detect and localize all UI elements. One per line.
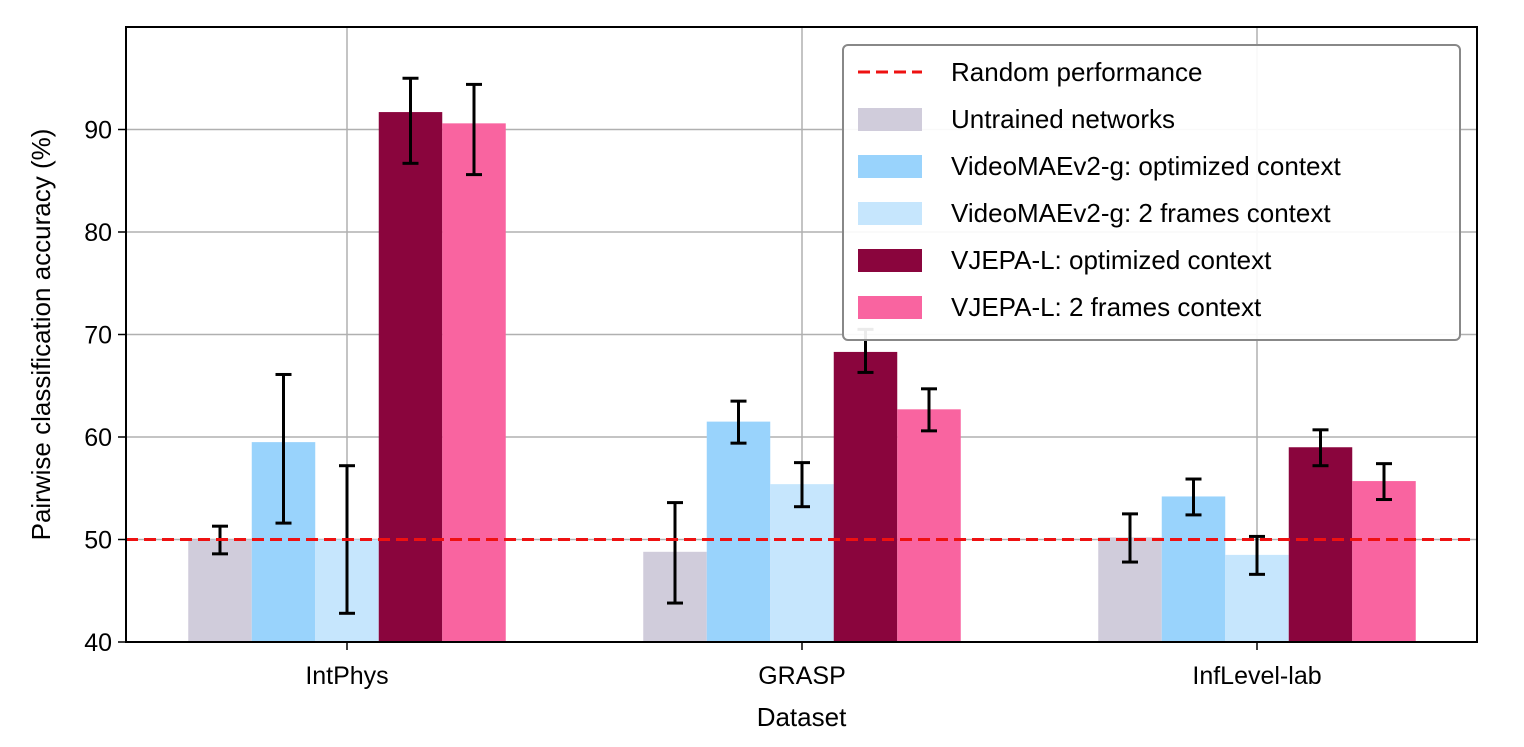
y-tick-label: 40 bbox=[84, 629, 112, 657]
x-axis-label: Dataset bbox=[757, 702, 847, 732]
bar bbox=[1352, 481, 1416, 642]
x-tick-label: InfLevel-lab bbox=[1192, 662, 1321, 690]
bar bbox=[770, 484, 834, 642]
bar bbox=[706, 421, 771, 642]
legend-label: VJEPA-L: optimized context bbox=[951, 245, 1272, 275]
x-tick-label: IntPhys bbox=[305, 662, 388, 690]
legend-swatch bbox=[858, 249, 922, 272]
bar bbox=[442, 123, 506, 643]
legend-label: VideoMAEv2-g: optimized context bbox=[951, 151, 1341, 181]
y-tick-label: 90 bbox=[84, 117, 112, 145]
y-tick-label: 70 bbox=[84, 322, 112, 350]
bar bbox=[833, 351, 898, 642]
legend-swatch bbox=[858, 108, 922, 131]
legend: Random performance Untrained networks Vide… bbox=[842, 44, 1461, 341]
legend-swatch bbox=[858, 296, 922, 319]
y-tick-label: 80 bbox=[84, 219, 112, 247]
y-axis-label: Pairwise classification accuracy (%) bbox=[26, 129, 56, 541]
legend-box bbox=[842, 44, 1461, 341]
bar bbox=[188, 539, 252, 642]
x-tick-label: GRASP bbox=[758, 662, 846, 690]
legend-label: Random performance bbox=[951, 57, 1202, 87]
ticks-layer: 40 50 60 70 80 90 IntPhys GRASP InfLevel-lab bbox=[84, 117, 1321, 691]
bar bbox=[1288, 447, 1353, 642]
legend-label: VJEPA-L: 2 frames context bbox=[951, 292, 1262, 322]
y-tick-label: 50 bbox=[84, 527, 112, 555]
bar bbox=[1161, 496, 1226, 642]
bar bbox=[378, 112, 443, 642]
legend-label: Untrained networks bbox=[951, 104, 1175, 134]
y-tick-label: 60 bbox=[84, 424, 112, 452]
legend-swatch bbox=[858, 202, 922, 225]
legend-swatch bbox=[858, 155, 922, 178]
bar bbox=[897, 409, 961, 642]
bars-layer bbox=[188, 112, 1416, 643]
legend-label: VideoMAEv2-g: 2 frames context bbox=[951, 198, 1331, 228]
